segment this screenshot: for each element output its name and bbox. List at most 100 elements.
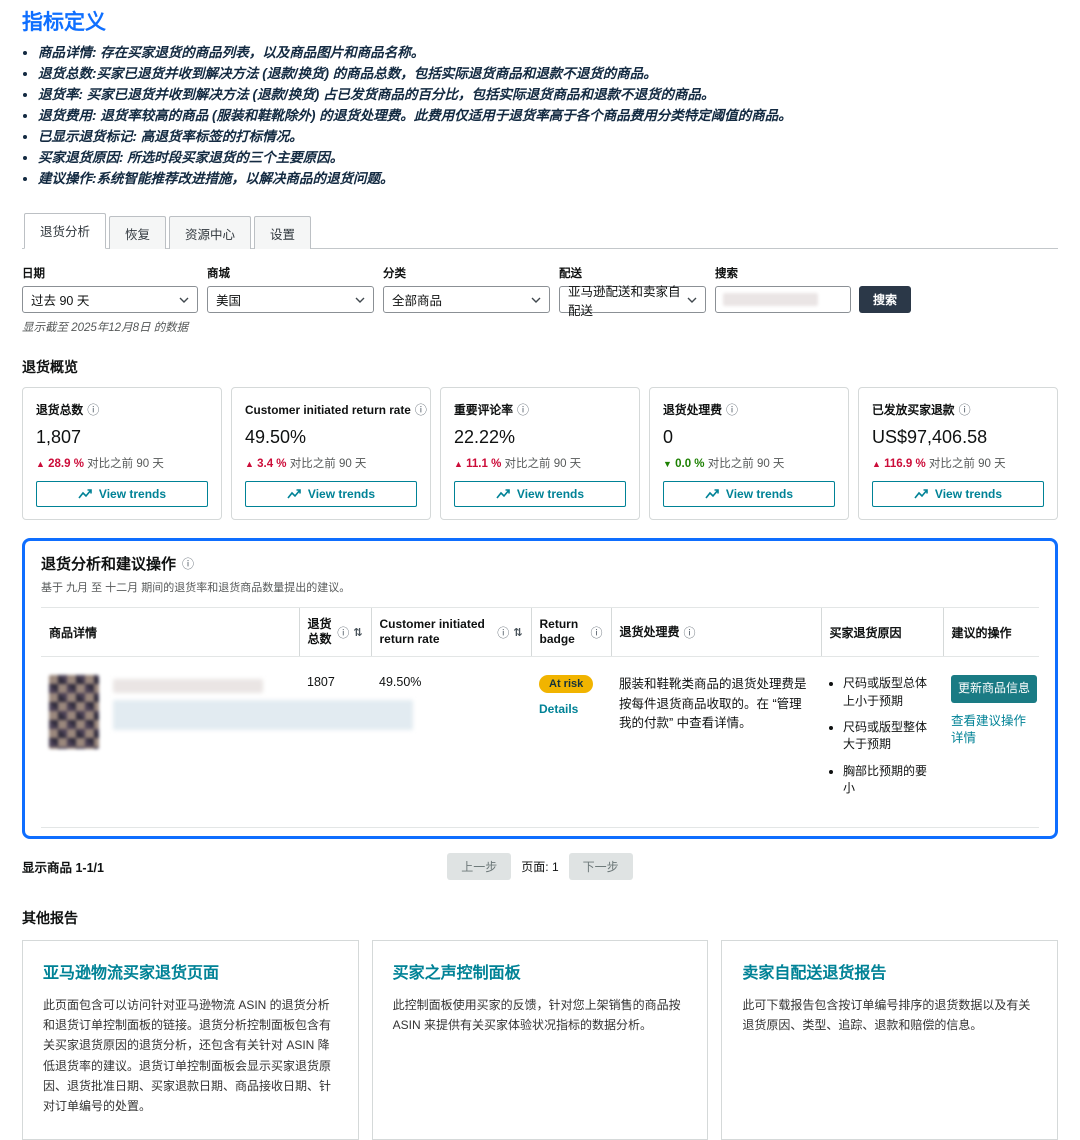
- report-card-mfn-returns-report: 卖家自配送退货报告 此可下载报告包含按订单编号排序的退货数据以及有关退货原因、类…: [721, 939, 1059, 1140]
- report-card-fba-returns-page: 亚马逊物流买家退货页面 此页面包含可以访问针对亚马逊物流 ASIN 的退货分析和…: [22, 939, 359, 1140]
- info-icon[interactable]: ⓘ: [590, 625, 603, 640]
- view-trends-button[interactable]: View trends: [454, 481, 626, 508]
- overview-title: 退货概览: [22, 359, 78, 376]
- page-label: 页面:: [521, 859, 549, 874]
- definition-item: 退货总数:买家已退货并收到解决方法 (退款/换货) 的商品总数，包括实际退货商品…: [38, 63, 1058, 84]
- report-title-link[interactable]: 卖家自配送退货报告: [742, 964, 887, 982]
- tab-return-analysis[interactable]: 退货分析: [24, 213, 107, 250]
- search-input[interactable]: [715, 286, 851, 314]
- info-icon[interactable]: ⓘ: [414, 403, 427, 418]
- pagination: 显示商品 1-1/1 上一步 页面: 1 下一步: [22, 852, 1058, 880]
- total-returns-value: 1807: [299, 656, 371, 828]
- table-row: 1807 49.50% At risk Details 服装和鞋靴类商品的退货处…: [41, 656, 1039, 828]
- metric-delta: ▲ 11.1 % 对比之前 90 天: [454, 458, 582, 471]
- tab-bar: 退货分析 恢复 资源中心 设置: [22, 213, 1058, 250]
- info-icon[interactable]: ⓘ: [683, 625, 696, 640]
- trend-icon: [496, 489, 510, 499]
- view-trends-button[interactable]: View trends: [245, 481, 417, 508]
- next-page-button[interactable]: 下一步: [568, 852, 633, 880]
- data-as-of-note: 显示截至 2025年12月8日 的数据: [22, 322, 189, 335]
- marketplace-select[interactable]: 美国: [207, 286, 374, 314]
- definition-item: 退货费用: 退货率较高的商品 (服装和鞋靴除外) 的退货处理费。此费用仅适用于退…: [38, 105, 1058, 126]
- reason-item: 尺码或版型整体大于预期: [843, 719, 935, 754]
- filter-category: 分类 全部商品: [383, 265, 550, 314]
- metric-card-refunds-issued: 已发放买家退款 ⓘ US$97,406.58 ▲ 116.9 % 对比之前 90 …: [858, 387, 1058, 521]
- report-title-link[interactable]: 买家之声控制面板: [392, 964, 521, 982]
- col-return-badge: Return badge ⓘ: [530, 607, 611, 658]
- other-reports-title: 其他报告: [22, 909, 78, 926]
- info-icon[interactable]: ⓘ: [87, 403, 100, 418]
- info-icon[interactable]: ⓘ: [726, 403, 739, 418]
- info-icon[interactable]: ⓘ: [958, 403, 971, 418]
- metric-value: 0: [663, 427, 674, 448]
- redacted-search-text: [723, 293, 818, 307]
- up-arrow-icon: ▲: [872, 459, 881, 470]
- definitions-title: 指标定义: [22, 11, 106, 34]
- analysis-subtitle: 基于 九月 至 十二月 期间的退货率和退货商品数量提出的建议。: [41, 582, 351, 595]
- definition-item: 建议操作:系统智能推荐改进措施，以解决商品的退货问题。: [38, 168, 1058, 189]
- sort-icon[interactable]: ⇅: [353, 626, 363, 639]
- category-select[interactable]: 全部商品: [383, 286, 550, 314]
- trend-icon: [78, 489, 92, 499]
- product-title-redacted: [113, 675, 413, 749]
- results-summary: 显示商品 1-1/1: [22, 860, 104, 875]
- search-button[interactable]: 搜索: [859, 286, 912, 314]
- trend-icon: [705, 489, 719, 499]
- details-link[interactable]: Details: [539, 702, 579, 717]
- info-icon[interactable]: ⓘ: [182, 557, 195, 572]
- metric-card-cir-rate: Customer initiated return rate ⓘ 49.50% ▲…: [231, 387, 431, 521]
- metric-delta: ▲ 3.4 % 对比之前 90 天: [245, 458, 367, 471]
- overview-cards: 退货总数 ⓘ 1,807 ▲ 28.9 % 对比之前 90 天 View tren…: [22, 387, 1058, 521]
- tab-resource-center[interactable]: 资源中心: [169, 216, 252, 250]
- fulfillment-select[interactable]: 亚马逊配送和卖家自配送: [559, 285, 706, 318]
- col-product-details: 商品详情: [41, 607, 299, 658]
- category-value: 全部商品: [392, 294, 443, 309]
- tab-settings[interactable]: 设置: [254, 216, 312, 250]
- report-title-link[interactable]: 亚马逊物流买家退货页面: [43, 964, 220, 982]
- col-return-processing-fee: 退货处理费 ⓘ: [610, 607, 821, 658]
- up-arrow-icon: ▲: [454, 459, 463, 470]
- redacted-text-bar: [113, 679, 263, 694]
- metric-value: 1,807: [36, 427, 82, 448]
- badge-cell: At risk Details: [531, 656, 611, 828]
- info-icon[interactable]: ⓘ: [337, 625, 350, 640]
- marketplace-value: 美国: [216, 294, 242, 309]
- filter-fulfillment: 配送 亚马逊配送和卖家自配送: [559, 265, 706, 318]
- definition-item: 已显示退货标记: 高退货率标签的打标情况。: [38, 126, 1058, 147]
- product-image: [49, 675, 99, 750]
- at-risk-badge: At risk: [539, 675, 594, 694]
- metric-delta: ▼ 0.0 % 对比之前 90 天: [663, 458, 785, 471]
- definition-item: 退货率: 买家已退货并收到解决方法 (退款/换货) 占已发货商品的百分比，包括实…: [38, 84, 1058, 105]
- metric-title: 已发放买家退款: [872, 403, 955, 418]
- date-label: 日期: [22, 268, 45, 281]
- filter-bar: 日期 过去 90 天 显示截至 2025年12月8日 的数据 商城 美国 分类 …: [22, 265, 1058, 335]
- chevron-down-icon: [355, 297, 365, 303]
- date-select[interactable]: 过去 90 天: [22, 286, 198, 314]
- down-arrow-icon: ▼: [663, 459, 672, 470]
- view-trends-button[interactable]: View trends: [663, 481, 835, 508]
- trend-icon: [914, 489, 928, 499]
- marketplace-label: 商城: [207, 268, 230, 281]
- view-recommended-actions-link[interactable]: 查看建议操作详情: [951, 713, 1027, 746]
- fee-note: 服装和鞋靴类商品的退货处理费是按每件退货商品收取的。在 “管理我的付款” 中查看…: [611, 656, 821, 828]
- product-cell: [41, 656, 413, 828]
- metric-title: 退货处理费: [663, 403, 722, 418]
- view-trends-button[interactable]: View trends: [872, 481, 1044, 508]
- prev-page-button[interactable]: 上一步: [447, 852, 512, 880]
- definitions-list: 商品详情: 存在买家退货的商品列表，以及商品图片和商品名称。 退货总数:买家已退…: [22, 42, 1058, 189]
- metric-card-total-returns: 退货总数 ⓘ 1,807 ▲ 28.9 % 对比之前 90 天 View tren…: [22, 387, 222, 521]
- sort-icon[interactable]: ⇅: [513, 626, 523, 639]
- info-icon[interactable]: ⓘ: [517, 403, 530, 418]
- analysis-title: 退货分析和建议操作: [41, 556, 177, 574]
- other-reports: 亚马逊物流买家退货页面 此页面包含可以访问针对亚马逊物流 ASIN 的退货分析和…: [22, 939, 1059, 1140]
- metric-definitions: 指标定义 商品详情: 存在买家退货的商品列表，以及商品图片和商品名称。 退货总数…: [22, 10, 1058, 189]
- update-listing-button[interactable]: 更新商品信息: [951, 675, 1037, 703]
- report-description: 此可下载报告包含按订单编号排序的退货数据以及有关退货原因、类型、追踪、退款和赔偿…: [742, 997, 1031, 1032]
- metric-card-critical-review-rate: 重要评论率 ⓘ 22.22% ▲ 11.1 % 对比之前 90 天 View tr…: [440, 387, 640, 521]
- reasons-cell: 尺码或版型总体上小于预期 尺码或版型整体大于预期 胸部比预期的要小: [821, 656, 943, 828]
- view-trends-button[interactable]: View trends: [36, 481, 208, 508]
- col-recommended-actions: 建议的操作: [942, 607, 1039, 658]
- info-icon[interactable]: ⓘ: [497, 625, 510, 640]
- tab-recovery[interactable]: 恢复: [109, 216, 167, 250]
